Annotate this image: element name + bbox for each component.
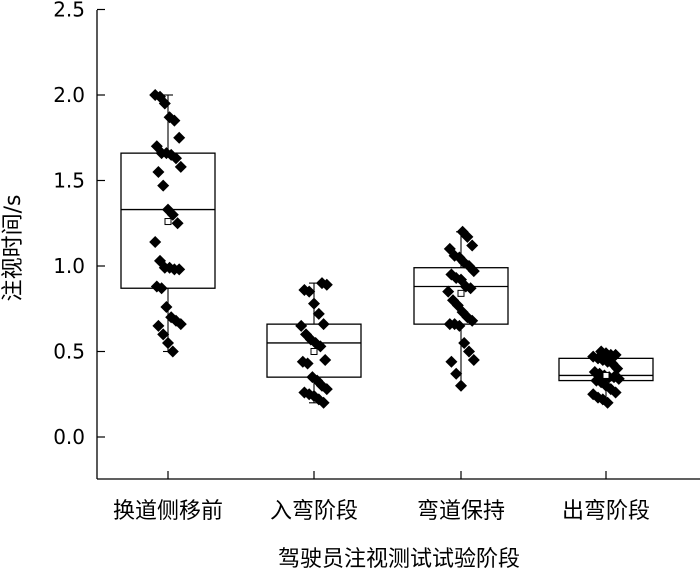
data-point — [612, 372, 625, 385]
y-tick-label: 1.0 — [53, 254, 85, 278]
x-axis: 换道侧移前 入弯阶段 弯道保持 出弯阶段 — [97, 471, 700, 524]
mean-marker — [310, 348, 318, 355]
data-point — [160, 301, 173, 314]
x-category-label: 入弯阶段 — [270, 499, 358, 524]
mean-marker — [164, 218, 172, 226]
data-point — [461, 230, 474, 243]
data-point — [157, 179, 170, 192]
data-point — [157, 328, 170, 341]
mean-marker — [602, 371, 610, 379]
data-point — [168, 114, 181, 127]
data-point — [453, 319, 466, 332]
data-point — [174, 318, 187, 331]
data-point — [295, 319, 308, 332]
data-point — [317, 318, 330, 331]
data-point — [466, 314, 479, 327]
y-tick-label: 0.0 — [53, 425, 85, 449]
data-point — [152, 319, 165, 332]
x-category-label: 出弯阶段 — [562, 499, 650, 524]
data-point — [463, 345, 475, 358]
y-tick-label: 0.5 — [53, 340, 85, 364]
plot-area — [120, 89, 654, 409]
y-tick-label: 1.5 — [53, 169, 85, 193]
data-point — [464, 282, 477, 295]
mean-marker — [457, 289, 465, 297]
data-point — [455, 379, 467, 392]
data-point — [320, 383, 333, 396]
data-point — [152, 165, 165, 178]
data-point — [609, 386, 622, 399]
data-point — [467, 354, 480, 367]
y-tick-label: 2.0 — [53, 83, 85, 107]
box-group — [558, 345, 654, 409]
data-point — [155, 282, 168, 295]
data-point — [467, 265, 480, 278]
x-axis-title: 驾驶员注视测试试验阶段 — [278, 547, 520, 572]
data-point — [303, 285, 316, 298]
data-point — [166, 208, 179, 221]
data-point — [174, 160, 187, 173]
box-group — [266, 277, 362, 409]
y-axis-title: 注视时间/s — [1, 195, 26, 302]
data-point — [173, 131, 186, 144]
data-point — [466, 239, 479, 252]
data-point — [158, 97, 171, 110]
data-point — [308, 297, 320, 310]
data-point — [450, 367, 463, 380]
data-point — [166, 345, 179, 358]
data-point — [601, 396, 614, 409]
data-point — [445, 355, 458, 368]
data-point — [301, 357, 314, 370]
data-point — [149, 236, 162, 249]
y-axis: 0.0 0.5 1.0 1.5 2.0 2.5 — [53, 0, 105, 479]
data-point — [458, 336, 471, 349]
data-point — [170, 152, 182, 165]
y-tick-label: 2.5 — [53, 0, 85, 22]
data-point — [319, 354, 332, 367]
data-point — [312, 307, 325, 320]
box-group — [413, 225, 509, 392]
data-point — [320, 278, 333, 291]
data-point — [442, 285, 455, 298]
data-point — [162, 336, 174, 349]
x-category-label: 弯道保持 — [417, 499, 505, 524]
x-category-label: 换道侧移前 — [113, 499, 223, 524]
box-group — [120, 89, 216, 358]
data-point — [173, 263, 186, 276]
data-point — [317, 396, 330, 409]
data-point — [171, 217, 184, 230]
